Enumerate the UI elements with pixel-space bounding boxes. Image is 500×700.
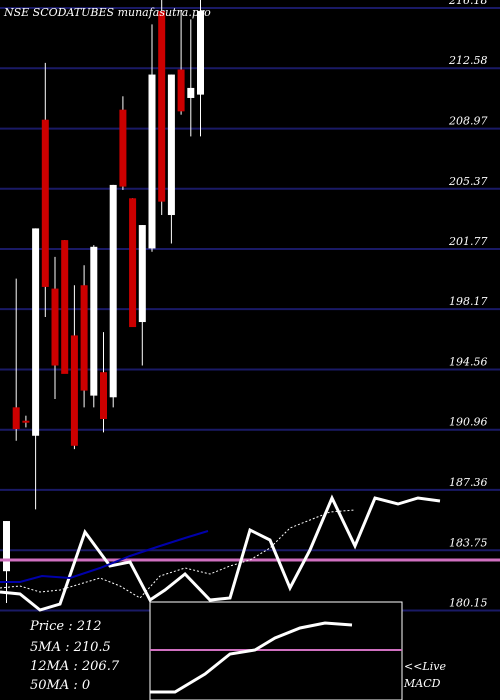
y-tick-label: 201.77 bbox=[448, 235, 488, 248]
candle bbox=[61, 240, 69, 374]
candle bbox=[32, 228, 40, 510]
candle bbox=[109, 184, 117, 408]
macd-line bbox=[150, 621, 353, 694]
candle bbox=[80, 265, 88, 408]
y-tick-label: 208.97 bbox=[448, 115, 488, 128]
price-label: Price : 212 bbox=[29, 619, 102, 634]
candle bbox=[22, 415, 30, 428]
ma12-line bbox=[0, 530, 209, 583]
macd-lines bbox=[150, 621, 402, 694]
ma50-label: 50MA : 0 bbox=[30, 678, 90, 693]
candle bbox=[177, 11, 185, 115]
candle bbox=[90, 245, 98, 408]
candle bbox=[129, 198, 137, 328]
y-tick-label: 198.17 bbox=[449, 295, 488, 308]
candle bbox=[51, 256, 59, 399]
ma12-label: 12MA : 206.7 bbox=[30, 659, 120, 674]
y-tick-label: 205.37 bbox=[448, 175, 488, 188]
candle bbox=[119, 96, 127, 190]
candle bbox=[187, 19, 195, 137]
candle bbox=[12, 278, 20, 441]
candle bbox=[100, 332, 107, 433]
candle bbox=[3, 521, 10, 603]
candle bbox=[197, 0, 204, 137]
y-tick-label: 194.56 bbox=[449, 356, 488, 369]
white-indicator-line bbox=[0, 494, 441, 612]
y-tick-label: 190.96 bbox=[449, 416, 488, 429]
candle bbox=[148, 24, 156, 252]
y-axis-ticks: 216.18 212.58 208.97 205.37 201.77 198.17 194.… bbox=[448, 0, 488, 610]
macd-label: MACD bbox=[403, 677, 441, 690]
candle bbox=[158, 0, 166, 216]
watermark: NSE SCODATUBES munafasutra.pro bbox=[3, 6, 211, 19]
indicator-overlay bbox=[0, 494, 500, 612]
y-tick-label: 187.36 bbox=[449, 476, 488, 489]
ma5-label: 5MA : 210.5 bbox=[30, 640, 111, 655]
y-tick-label: 180.15 bbox=[449, 597, 488, 610]
grid-lines bbox=[0, 7, 500, 612]
live-label[interactable]: <<Live bbox=[404, 660, 446, 673]
y-tick-label: 216.18 bbox=[448, 0, 488, 7]
candle bbox=[70, 285, 78, 450]
y-tick-label: 183.75 bbox=[449, 536, 488, 549]
candles bbox=[3, 0, 204, 603]
candle bbox=[167, 74, 175, 244]
candle bbox=[138, 225, 146, 366]
dotted-indicator-line bbox=[0, 509, 356, 599]
y-tick-label: 212.58 bbox=[448, 54, 488, 67]
candle bbox=[41, 62, 49, 318]
